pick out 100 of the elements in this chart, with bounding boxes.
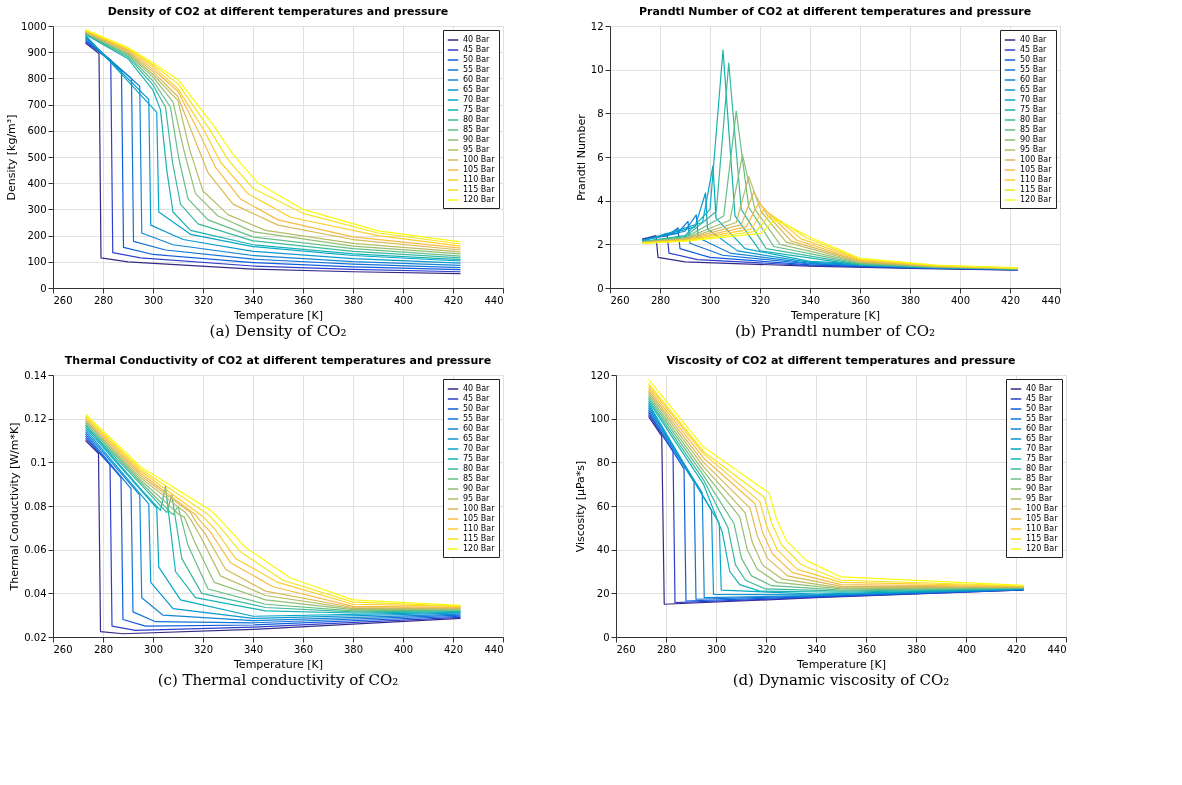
y-tick-label: 800 <box>27 72 47 84</box>
x-tick-label: 420 <box>1006 643 1027 655</box>
x-tick-label: 260 <box>610 294 630 306</box>
y-tick-label: 80 <box>596 456 610 468</box>
x-tick-label: 400 <box>956 643 977 655</box>
legend-label: 55 Bar <box>463 414 491 423</box>
y-axis-title: Viscosity [μPa*s] <box>574 460 588 553</box>
text: (a) Density of CO₂ <box>209 322 347 340</box>
legend-label: 60 Bar <box>463 424 491 433</box>
legend-label: 60 Bar <box>1020 75 1048 84</box>
chart-title: Density of CO2 at different temperatures and pressure <box>107 5 449 18</box>
y-tick-label: 2 <box>597 238 604 250</box>
x-tick-label: 260 <box>616 643 636 655</box>
legend-label: 70 Bar <box>1020 95 1048 104</box>
legend-label: 55 Bar <box>463 65 491 74</box>
y-tick-label: 0.04 <box>24 587 47 599</box>
legend-label: 100 Bar <box>463 504 496 513</box>
x-axis-title: Temperature [K] <box>233 657 323 671</box>
legend-label: 90 Bar <box>1026 484 1054 493</box>
y-tick-label: 0.1 <box>30 456 47 468</box>
legend-label: 50 Bar <box>1026 404 1054 413</box>
chart-title: Thermal Conductivity of CO2 at different temperatures and pressure <box>64 354 492 367</box>
x-tick-label: 400 <box>393 294 414 306</box>
legend-label: 50 Bar <box>463 404 491 413</box>
x-tick-label: 440 <box>484 643 504 655</box>
legend-label: 45 Bar <box>1020 45 1048 54</box>
x-tick-label: 340 <box>806 643 827 655</box>
legend-label: 70 Bar <box>1026 444 1054 453</box>
x-axis-title: Temperature [K] <box>796 657 886 671</box>
legend-label: 120 Bar <box>463 195 496 204</box>
legend-label: 40 Bar <box>1020 35 1048 44</box>
legend-label: 95 Bar <box>463 494 491 503</box>
x-tick-label: 400 <box>393 643 414 655</box>
legend-label: 85 Bar <box>1026 474 1054 483</box>
legend-label: 85 Bar <box>463 125 491 134</box>
x-tick-label: 280 <box>93 643 114 655</box>
legend-label: 75 Bar <box>1020 105 1048 114</box>
x-tick-label: 340 <box>243 294 264 306</box>
y-tick-label: 8 <box>597 107 604 119</box>
legend-label: 40 Bar <box>1026 384 1054 393</box>
y-tick-label: 1000 <box>21 20 47 32</box>
legend-label: 90 Bar <box>463 484 491 493</box>
x-tick-label: 420 <box>443 643 464 655</box>
legend-label: 50 Bar <box>1020 55 1048 64</box>
legend-label: 70 Bar <box>463 95 491 104</box>
legend-label: 115 Bar <box>463 185 496 194</box>
legend-label: 55 Bar <box>1020 65 1048 74</box>
x-tick-label: 440 <box>1041 294 1061 306</box>
legend-label: 100 Bar <box>463 155 496 164</box>
legend-label: 95 Bar <box>463 145 491 154</box>
x-tick-label: 380 <box>343 643 364 655</box>
legend-label: 100 Bar <box>1020 155 1053 164</box>
legend-label: 115 Bar <box>1020 185 1053 194</box>
legend-label: 80 Bar <box>1020 115 1048 124</box>
legend-label: 45 Bar <box>463 45 491 54</box>
legend-label: 115 Bar <box>463 534 496 543</box>
x-axis-title: Temperature [K] <box>790 308 880 322</box>
y-tick-label: 0 <box>40 282 47 294</box>
legend-label: 50 Bar <box>463 55 491 64</box>
y-axis-title: Density [kg/m³] <box>5 114 19 201</box>
y-tick-label: 4 <box>597 195 604 207</box>
legend-label: 65 Bar <box>463 434 491 443</box>
y-tick-label: 0.12 <box>24 413 47 425</box>
chart-title: Prandtl Number of CO2 at different temperatures and pressure <box>638 5 1032 18</box>
chart-title: Viscosity of CO2 at different temperatures and pressure <box>666 354 1016 367</box>
x-axis-title: Temperature [K] <box>233 308 323 322</box>
x-tick-label: 420 <box>443 294 464 306</box>
x-tick-label: 360 <box>850 294 871 306</box>
legend-label: 45 Bar <box>463 394 491 403</box>
x-tick-label: 340 <box>800 294 821 306</box>
legend-label: 90 Bar <box>463 135 491 144</box>
x-tick-label: 280 <box>650 294 671 306</box>
y-tick-label: 0.14 <box>24 369 47 381</box>
legend-label: 105 Bar <box>1026 514 1059 523</box>
x-tick-label: 320 <box>756 643 777 655</box>
x-tick-label: 380 <box>906 643 927 655</box>
y-tick-label: 700 <box>27 99 47 111</box>
legend-label: 80 Bar <box>463 464 491 473</box>
legend-label: 120 Bar <box>1026 544 1059 553</box>
y-tick-label: 200 <box>27 230 47 242</box>
x-tick-label: 300 <box>706 643 727 655</box>
y-tick-label: 500 <box>27 151 47 163</box>
x-tick-label: 380 <box>900 294 921 306</box>
legend-label: 85 Bar <box>463 474 491 483</box>
legend-label: 110 Bar <box>463 524 496 533</box>
y-tick-label: 900 <box>27 46 47 58</box>
legend-label: 55 Bar <box>1026 414 1054 423</box>
y-tick-label: 400 <box>27 177 47 189</box>
x-tick-label: 280 <box>93 294 114 306</box>
y-axis-title: Prandtl Number <box>574 113 588 201</box>
legend-label: 75 Bar <box>463 454 491 463</box>
legend-label: 65 Bar <box>463 85 491 94</box>
x-tick-label: 300 <box>143 294 164 306</box>
text: (b) Prandtl number of CO₂ <box>734 322 936 340</box>
legend-label: 100 Bar <box>1026 504 1059 513</box>
legend-label: 65 Bar <box>1020 85 1048 94</box>
y-tick-label: 12 <box>590 20 604 32</box>
x-tick-label: 360 <box>856 643 877 655</box>
legend-label: 40 Bar <box>463 384 491 393</box>
y-axis-title: Thermal Conductivity [W/m*K] <box>8 422 22 592</box>
